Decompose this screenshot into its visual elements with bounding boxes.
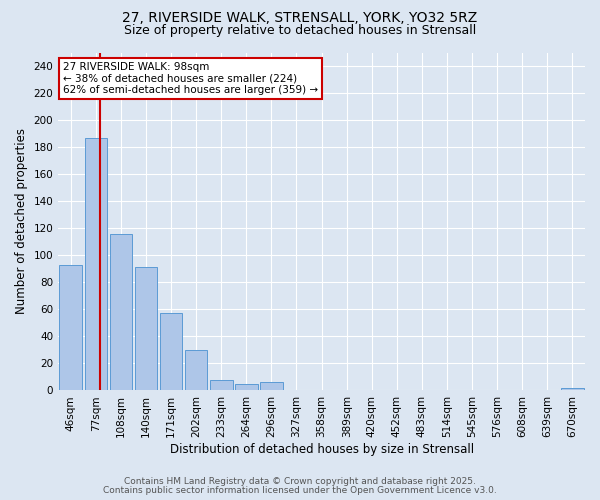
Text: Size of property relative to detached houses in Strensall: Size of property relative to detached ho… <box>124 24 476 37</box>
X-axis label: Distribution of detached houses by size in Strensall: Distribution of detached houses by size … <box>170 443 473 456</box>
Bar <box>185 350 208 391</box>
Text: 27, RIVERSIDE WALK, STRENSALL, YORK, YO32 5RZ: 27, RIVERSIDE WALK, STRENSALL, YORK, YO3… <box>122 11 478 25</box>
Bar <box>160 314 182 390</box>
Bar <box>134 268 157 390</box>
Bar <box>260 382 283 390</box>
Bar <box>561 388 584 390</box>
Bar <box>110 234 132 390</box>
Text: Contains HM Land Registry data © Crown copyright and database right 2025.: Contains HM Land Registry data © Crown c… <box>124 477 476 486</box>
Text: 27 RIVERSIDE WALK: 98sqm
← 38% of detached houses are smaller (224)
62% of semi-: 27 RIVERSIDE WALK: 98sqm ← 38% of detach… <box>63 62 319 95</box>
Y-axis label: Number of detached properties: Number of detached properties <box>15 128 28 314</box>
Bar <box>85 138 107 390</box>
Bar <box>59 264 82 390</box>
Text: Contains public sector information licensed under the Open Government Licence v3: Contains public sector information licen… <box>103 486 497 495</box>
Bar <box>235 384 257 390</box>
Bar <box>210 380 233 390</box>
